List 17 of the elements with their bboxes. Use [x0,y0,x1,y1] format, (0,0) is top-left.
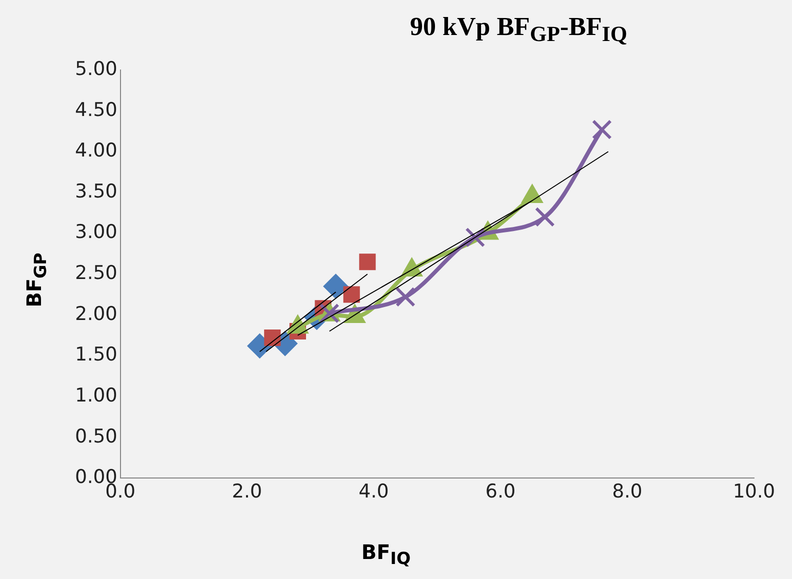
x-tick-label: 6.0 [485,480,516,503]
y-tick-label: 3.00 [74,221,118,244]
y-tick-label: 2.00 [74,302,118,325]
y-tick-label: 1.00 [74,384,118,406]
y-tick-label: 3.50 [74,180,118,202]
chart-title: 90 kVp BF$_{GP}$-BF$_{IQ}$ [410,12,628,48]
y-tick-label: 1.50 [74,344,118,366]
y-tick-label: 2.50 [74,262,118,284]
x-tick-label: 10.0 [732,480,776,503]
x-tick-label: 8.0 [612,480,642,503]
x-tick-label: 2.0 [232,480,262,503]
y-tick-label: 4.00 [74,140,118,162]
x-axis-title: BF$_{IQ}$ [360,540,412,570]
y-tick-label: 5.00 [74,58,118,80]
y-tick-label: 4.50 [74,98,118,121]
x-tick-label: 4.0 [358,480,389,503]
y-tick-label: 0.50 [74,425,118,448]
